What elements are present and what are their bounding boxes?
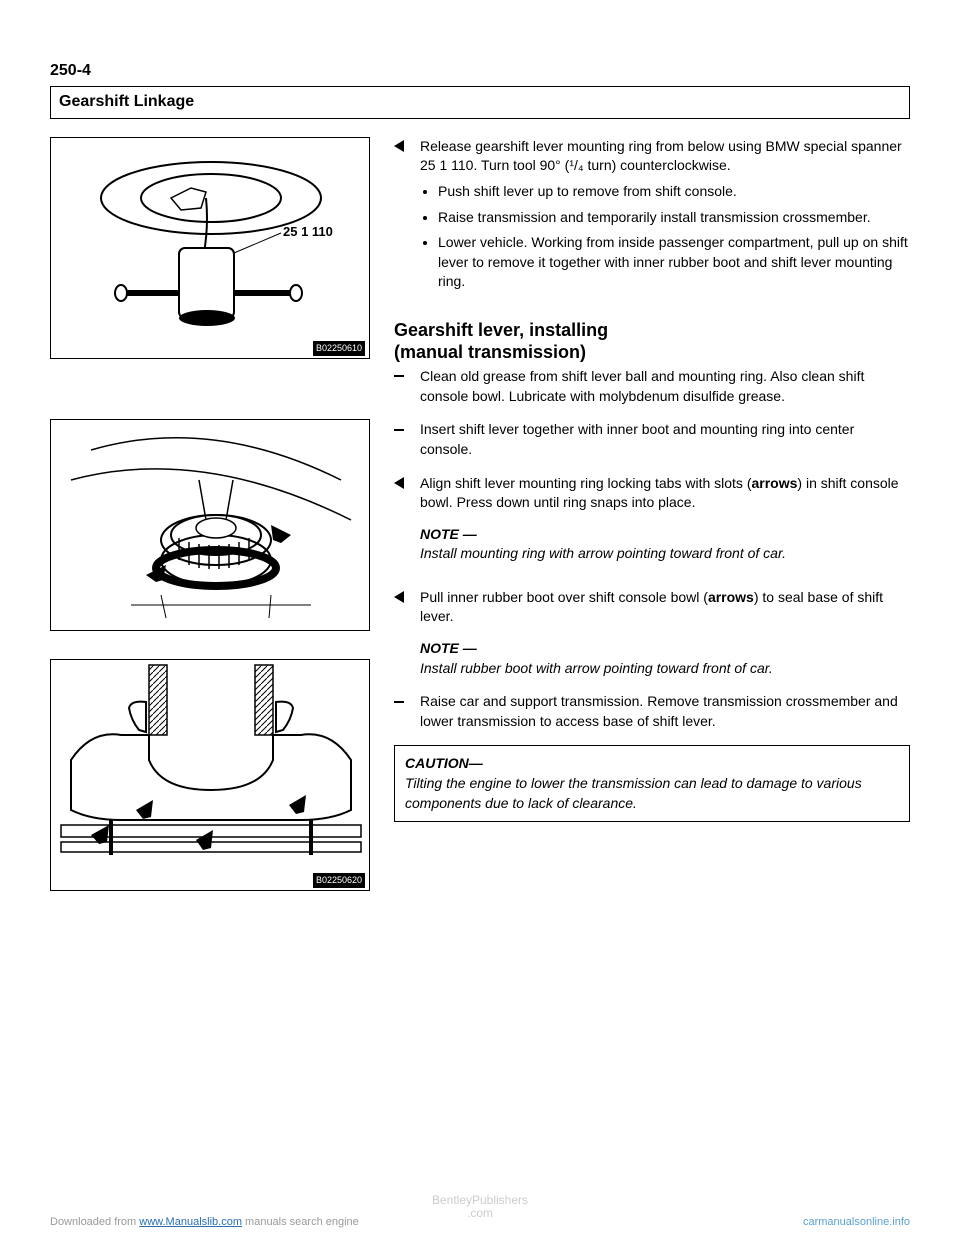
note-label: NOTE — [420, 639, 910, 659]
figures-column: 25 1 110 B02250610 [50, 137, 370, 919]
page-title: Gearshift Linkage [59, 93, 194, 110]
footer-right: carmanualsonline.info [803, 1215, 910, 1230]
dash-marker-icon [394, 429, 404, 431]
caution-label: CAUTION— [405, 755, 483, 771]
step-align-ring: Align shift lever mounting ring locking … [394, 474, 910, 564]
text-column: Release gearshift lever mounting ring fr… [394, 137, 910, 919]
note-body: Install rubber boot with arrow pointing … [420, 659, 910, 679]
heading-line: (manual transmission) [394, 342, 910, 364]
tool-label: 25 1 110 [283, 223, 333, 241]
caution-body: Tilting the engine to lower the transmis… [405, 774, 899, 813]
dash-marker-icon [394, 701, 404, 703]
section-heading: Gearshift lever, installing (manual tran… [394, 320, 910, 363]
step-text: Release gearshift lever mounting ring fr… [420, 138, 902, 174]
note-label: NOTE — [420, 525, 910, 545]
dash-marker-icon [394, 375, 404, 377]
triangle-marker-icon [394, 477, 404, 489]
figure-spanner-tool: 25 1 110 B02250610 [50, 137, 370, 359]
manualslib-link[interactable]: www.Manualslib.com [139, 1216, 242, 1228]
step-raise-car: Raise car and support transmission. Remo… [394, 692, 910, 731]
step-insert-lever: Insert shift lever together with inner b… [394, 420, 910, 459]
figure-rubber-boot: B02250620 [50, 659, 370, 891]
triangle-marker-icon [394, 591, 404, 603]
page-number: 250-4 [50, 60, 910, 82]
footer-left: Downloaded from www.Manualslib.com manua… [50, 1215, 359, 1230]
step-text: Align shift lever mounting ring locking … [420, 474, 910, 564]
substep-list: Push shift lever up to remove from shift… [420, 182, 910, 292]
title-bar: Gearshift Linkage [50, 86, 910, 118]
triangle-marker-icon [394, 140, 404, 152]
figure-mounting-ring [50, 419, 370, 631]
step-text: Insert shift lever together with inner b… [420, 420, 910, 459]
figure-id: B02250620 [313, 873, 365, 888]
step-text: Pull inner rubber boot over shift consol… [420, 588, 910, 678]
step-clean-grease: Clean old grease from shift lever ball a… [394, 367, 910, 406]
substep-item: Push shift lever up to remove from shift… [438, 182, 910, 202]
heading-line: Gearshift lever, installing [394, 320, 910, 342]
figure-id: B02250610 [313, 341, 365, 356]
step-text: Raise car and support transmission. Remo… [420, 692, 910, 731]
step-text: Clean old grease from shift lever ball a… [420, 367, 910, 406]
substep-item: Lower vehicle. Working from inside passe… [438, 233, 910, 292]
note-body: Install mounting ring with arrow pointin… [420, 544, 910, 564]
page-footer: Downloaded from www.Manualslib.com manua… [0, 1215, 960, 1230]
step-pull-boot: Pull inner rubber boot over shift consol… [394, 588, 910, 678]
substep-item: Raise transmission and temporarily insta… [438, 208, 910, 228]
caution-box: CAUTION— Tilting the engine to lower the… [394, 745, 910, 822]
step-release-ring: Release gearshift lever mounting ring fr… [394, 137, 910, 298]
